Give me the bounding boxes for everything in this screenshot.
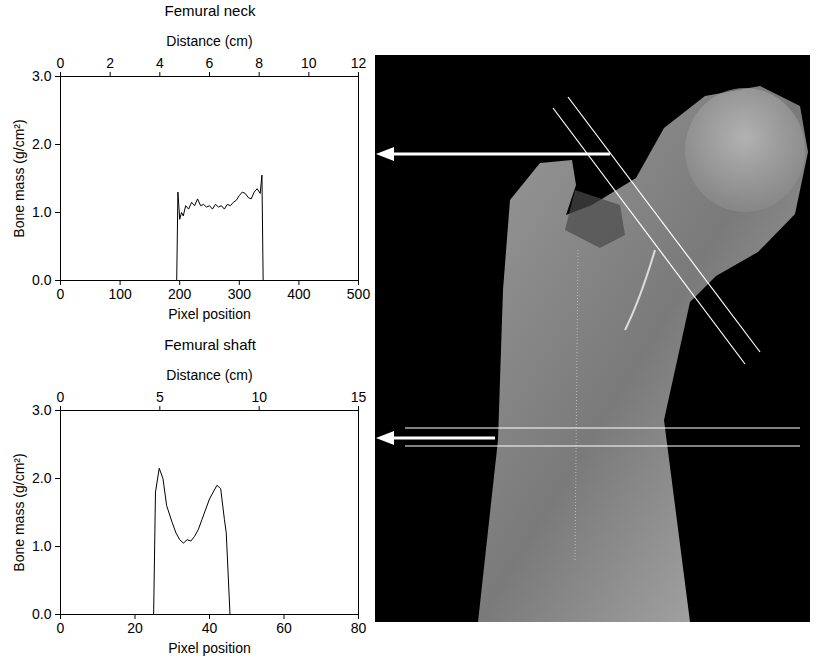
svg-text:500: 500	[347, 286, 371, 302]
svg-text:0.0: 0.0	[32, 272, 52, 288]
svg-text:1.0: 1.0	[32, 538, 52, 554]
svg-text:0: 0	[57, 286, 65, 302]
svg-text:Pixel position: Pixel position	[168, 306, 251, 322]
svg-text:400: 400	[287, 286, 311, 302]
svg-text:80: 80	[351, 620, 367, 636]
svg-text:2.0: 2.0	[32, 470, 52, 486]
svg-text:40: 40	[202, 620, 218, 636]
html-text:Femural shaft: Femural shaft	[164, 336, 256, 353]
svg-text:10: 10	[251, 389, 267, 405]
svg-text:5: 5	[156, 389, 164, 405]
svg-text:10: 10	[301, 55, 317, 71]
html-text:Femural neck: Femural neck	[164, 2, 256, 19]
svg-text:3.0: 3.0	[32, 68, 52, 84]
svg-text:Bone mass (g/cm²): Bone mass (g/cm²)	[11, 119, 27, 237]
svg-text:Distance (cm): Distance (cm)	[166, 33, 252, 49]
svg-text:4: 4	[156, 55, 164, 71]
svg-text:15: 15	[351, 389, 367, 405]
svg-text:200: 200	[168, 286, 192, 302]
svg-text:3.0: 3.0	[32, 402, 52, 418]
svg-text:300: 300	[228, 286, 252, 302]
svg-text:60: 60	[276, 620, 292, 636]
svg-text:0.0: 0.0	[32, 606, 52, 622]
svg-text:2.0: 2.0	[32, 136, 52, 152]
svg-text:Bone mass (g/cm²): Bone mass (g/cm²)	[11, 453, 27, 571]
svg-text:12: 12	[351, 55, 367, 71]
svg-text:0: 0	[57, 389, 65, 405]
svg-text:8: 8	[255, 55, 263, 71]
svg-text:100: 100	[108, 286, 132, 302]
svg-text:0: 0	[57, 55, 65, 71]
svg-text:Pixel position: Pixel position	[168, 640, 251, 656]
svg-text:6: 6	[206, 55, 214, 71]
svg-text:20: 20	[127, 620, 143, 636]
svg-text:0: 0	[57, 620, 65, 636]
svg-text:1.0: 1.0	[32, 204, 52, 220]
svg-text:2: 2	[106, 55, 114, 71]
svg-text:Distance (cm): Distance (cm)	[166, 367, 252, 383]
